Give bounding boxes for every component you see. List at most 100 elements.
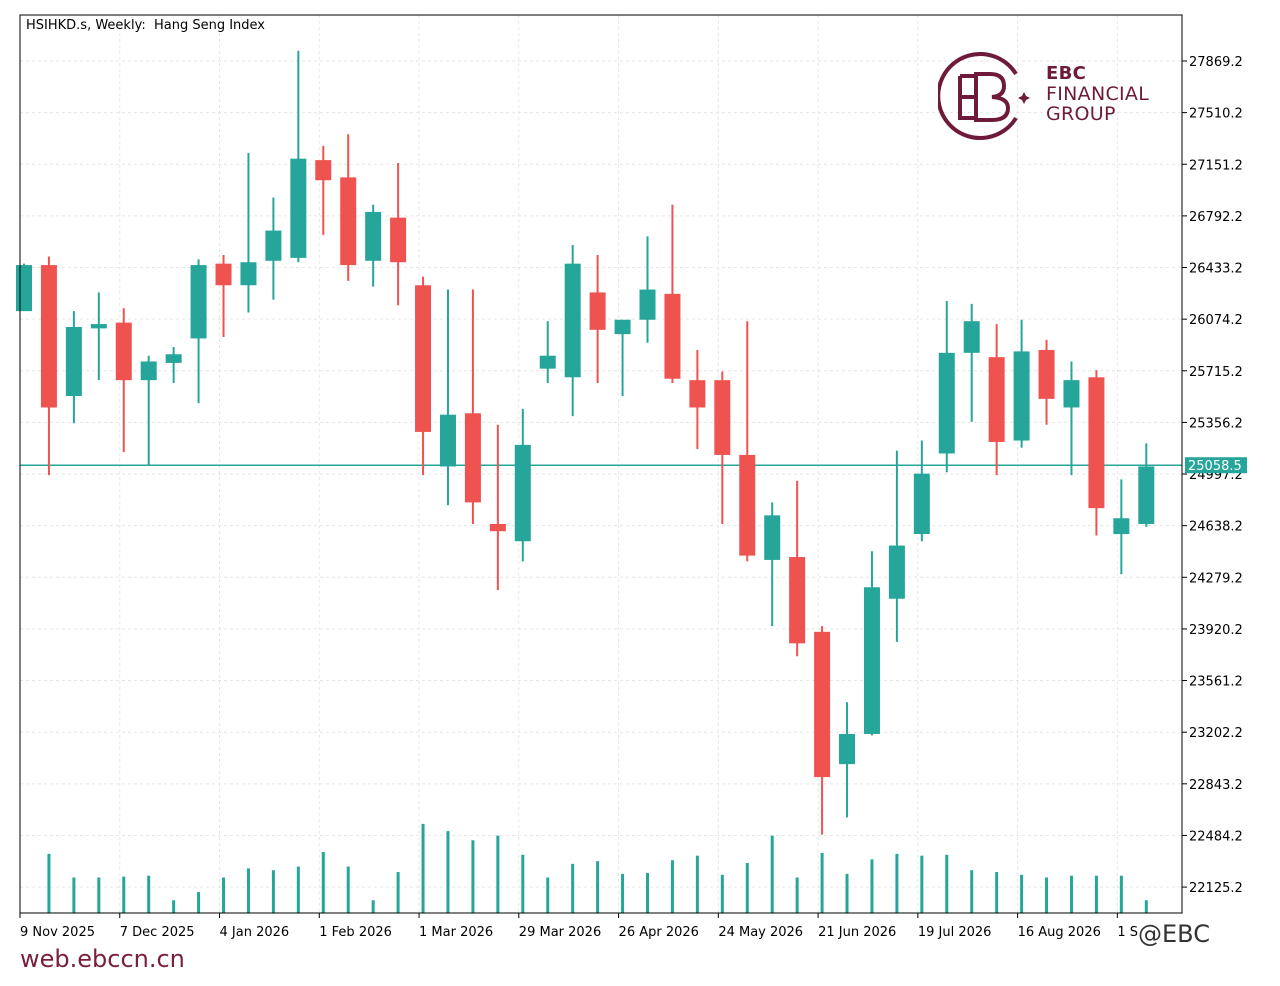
candle-body — [415, 285, 432, 432]
candle-body — [1088, 377, 1105, 509]
candle — [589, 255, 606, 384]
candle — [340, 134, 357, 281]
candle — [40, 256, 57, 476]
candle-body — [240, 262, 257, 286]
candle — [90, 292, 107, 381]
current-price-label: 25058.5 — [1188, 459, 1242, 474]
candle-body — [714, 380, 731, 455]
candle — [1038, 339, 1055, 425]
candle-body — [16, 265, 32, 312]
candle-layer — [16, 50, 1155, 835]
candle — [140, 355, 157, 466]
candle — [564, 244, 581, 417]
candle-body — [40, 265, 57, 408]
candle-body — [888, 545, 905, 599]
logo-line-1: EBC — [1046, 63, 1087, 84]
candle-body — [938, 352, 955, 454]
candle — [1138, 443, 1155, 527]
candle-body — [190, 265, 207, 339]
candle-body — [639, 289, 656, 320]
candle — [190, 259, 207, 404]
candle-body — [65, 326, 82, 396]
y-tick-label: 22125.2 — [1189, 881, 1243, 896]
candle-body — [140, 361, 157, 381]
y-tick-label: 23920.2 — [1189, 623, 1243, 638]
candle — [390, 162, 407, 306]
x-tick-label: 21 Jun 2026 — [818, 925, 896, 940]
candle-body — [689, 380, 706, 408]
x-tick-label: 9 Nov 2025 — [20, 925, 95, 940]
candle-body — [1113, 518, 1130, 535]
candle — [789, 480, 806, 657]
candle — [1063, 361, 1080, 476]
candle — [988, 324, 1005, 476]
candle-body — [1038, 349, 1055, 399]
candle-body — [265, 230, 282, 261]
footer-watermark: @EBC — [1138, 920, 1210, 948]
x-tick-label: 26 Apr 2026 — [619, 925, 699, 940]
candle-body — [614, 319, 631, 335]
ebc-logo: EBC FINANCIAL GROUP — [936, 52, 1158, 142]
candle-body — [340, 177, 357, 266]
y-tick-label: 26433.2 — [1189, 262, 1243, 277]
x-tick-label: 4 Jan 2026 — [220, 925, 290, 940]
candle — [439, 289, 456, 506]
candle-body — [464, 413, 481, 503]
candle-body — [439, 414, 456, 467]
candle — [16, 263, 32, 312]
candle-body — [988, 357, 1005, 442]
x-tick-label: 24 May 2026 — [718, 925, 803, 940]
candle-body — [165, 354, 182, 363]
candle-body — [365, 211, 382, 261]
candle-body — [963, 321, 980, 353]
candle — [365, 204, 382, 287]
candle-body — [789, 557, 806, 644]
candle — [240, 152, 257, 313]
candle — [539, 321, 556, 384]
candle-body — [215, 263, 232, 286]
candle — [938, 301, 955, 473]
candle — [764, 502, 781, 627]
candle-body — [1138, 466, 1155, 524]
y-tick-label: 26074.2 — [1189, 313, 1243, 328]
y-tick-label: 25715.2 — [1189, 365, 1243, 380]
candle — [739, 321, 756, 562]
candle — [165, 347, 182, 384]
candle-body — [664, 293, 681, 379]
candle-body — [839, 733, 856, 765]
y-tick-label: 27869.2 — [1189, 55, 1243, 70]
price-axis: 27869.2 27510.2 27151.2 26792.2 26433.2 26074… — [1182, 55, 1247, 896]
candle-body — [564, 263, 581, 378]
candle-body — [390, 217, 407, 263]
candle — [689, 349, 706, 450]
x-tick-label: 1 S — [1117, 925, 1138, 940]
candle — [215, 255, 232, 338]
current-price-badge — [1185, 457, 1247, 474]
candle — [489, 424, 506, 591]
logo-line-3: GROUP — [1046, 103, 1116, 125]
y-tick-label: 24638.2 — [1189, 520, 1243, 535]
candle-body — [315, 160, 332, 181]
candle-body — [1063, 380, 1080, 408]
candle — [839, 702, 856, 818]
logo-line-2: FINANCIAL — [1046, 83, 1150, 105]
candle — [714, 371, 731, 524]
candle-body — [863, 587, 880, 734]
candle — [814, 626, 831, 835]
candle — [514, 408, 531, 562]
candle — [913, 440, 930, 542]
y-tick-label: 24279.2 — [1189, 571, 1243, 586]
candle-body — [489, 523, 506, 532]
candle-body — [764, 515, 781, 560]
y-tick-label: 26792.2 — [1189, 210, 1243, 225]
x-tick-label: 1 Feb 2026 — [319, 925, 392, 940]
ebc-logo-icon — [936, 52, 1030, 140]
candle — [639, 236, 656, 343]
y-tick-label: 27151.2 — [1189, 158, 1243, 173]
volume-layer — [47, 823, 1148, 913]
candle — [415, 276, 432, 476]
candle — [115, 308, 132, 453]
ebc-logo-text: EBC FINANCIAL GROUP — [1046, 63, 1150, 125]
candle-body — [514, 444, 531, 542]
